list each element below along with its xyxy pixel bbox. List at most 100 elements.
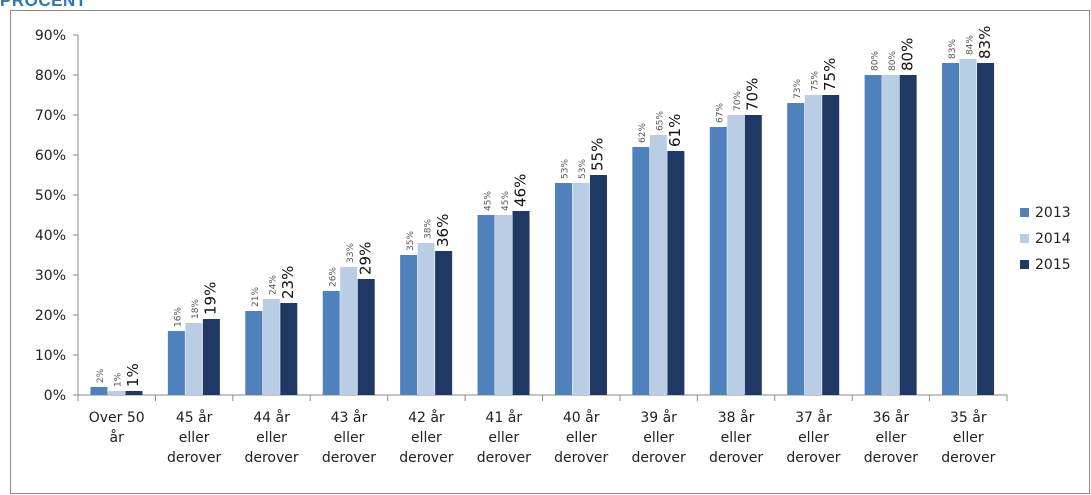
bar (340, 267, 358, 395)
bar (977, 63, 995, 395)
bar (185, 323, 203, 395)
bar (477, 215, 495, 395)
bar (632, 147, 650, 395)
x-tick-label: eller (798, 430, 829, 446)
bar (417, 243, 435, 395)
data-label: 53% (561, 159, 571, 179)
y-tick-label: 90% (35, 28, 66, 44)
bar (107, 391, 125, 395)
data-label: 80% (898, 38, 916, 71)
x-tick-label: 44 år (253, 409, 290, 426)
data-label: 70% (733, 91, 743, 111)
data-label: 61% (666, 114, 684, 147)
x-tick-label: derover (399, 450, 453, 466)
x-tick-label: 41 år (485, 409, 522, 426)
data-label: 26% (328, 267, 338, 287)
data-label: 2% (96, 368, 106, 383)
bar (245, 311, 263, 395)
x-tick-label: eller (411, 430, 442, 446)
x-tick-label: derover (167, 450, 221, 466)
y-tick-label: 70% (35, 108, 66, 124)
bar (202, 319, 220, 395)
data-label: 24% (269, 275, 279, 295)
y-tick-label: 40% (35, 228, 66, 244)
data-label: 80% (888, 51, 898, 71)
x-tick-label: 39 år (640, 409, 677, 426)
data-label: 1% (114, 372, 124, 387)
data-label: 80% (870, 51, 880, 71)
data-label: 21% (251, 287, 261, 307)
x-tick-label: eller (334, 430, 365, 446)
x-tick-label: 36 år (873, 409, 910, 426)
x-tick-label: eller (721, 430, 752, 446)
data-label: 45% (483, 191, 493, 211)
y-tick-label: 80% (35, 68, 66, 84)
data-label: 62% (638, 123, 648, 143)
x-tick-label: 38 år (718, 409, 755, 426)
bar (959, 59, 977, 395)
x-tick-label: eller (179, 430, 210, 446)
y-tick-label: 10% (35, 348, 66, 364)
bar (554, 183, 572, 395)
bar (167, 331, 185, 395)
legend-swatch (1020, 234, 1029, 243)
bar (649, 135, 667, 395)
y-tick-label: 20% (35, 308, 66, 324)
bar (495, 215, 513, 395)
legend-swatch (1020, 208, 1029, 217)
data-label: 75% (810, 71, 820, 91)
bar (322, 291, 340, 395)
data-label: 35% (406, 231, 416, 251)
data-label: 36% (434, 214, 452, 247)
bar (882, 75, 900, 395)
y-tick-label: 0% (44, 388, 66, 404)
data-label: 84% (965, 35, 975, 55)
legend-label: 2013 (1035, 205, 1071, 221)
bar (357, 279, 375, 395)
bar (709, 127, 727, 395)
data-label: 23% (279, 266, 297, 299)
bar (822, 95, 840, 395)
data-label: 45% (501, 191, 511, 211)
x-tick-label: derover (477, 450, 531, 466)
x-tick-label: 42 år (408, 409, 445, 426)
x-tick-label: eller (875, 430, 906, 446)
x-tick-label: derover (632, 450, 686, 466)
bar (727, 115, 745, 395)
x-tick-label: derover (709, 450, 763, 466)
bar (512, 211, 530, 395)
data-label: 1% (124, 363, 142, 387)
bar (899, 75, 917, 395)
data-label: 33% (346, 243, 356, 263)
data-label: 83% (948, 39, 958, 59)
data-label: 53% (578, 159, 588, 179)
data-label: 19% (202, 282, 220, 315)
x-tick-label: derover (554, 450, 608, 466)
data-label: 65% (656, 111, 666, 131)
data-label: 46% (511, 174, 529, 207)
x-tick-label: 35 år (950, 409, 987, 426)
bar (280, 303, 298, 395)
x-tick-label: 43 år (331, 409, 368, 426)
x-tick-label: 45 år (176, 409, 213, 426)
x-tick-label: 40 år (563, 409, 600, 426)
data-label: 55% (589, 138, 607, 171)
data-label: 18% (191, 299, 201, 319)
y-tick-label: 50% (35, 188, 66, 204)
data-label: 16% (174, 307, 184, 327)
x-tick-label: eller (643, 430, 674, 446)
x-tick-label: eller (488, 430, 519, 446)
bar (804, 95, 822, 395)
x-tick-label: derover (941, 450, 995, 466)
x-tick-label: eller (566, 430, 597, 446)
y-tick-label: 60% (35, 148, 66, 164)
legend-swatch (1020, 260, 1029, 269)
bar (744, 115, 762, 395)
data-label: 38% (423, 219, 433, 239)
x-tick-label: Over 50 (89, 410, 145, 426)
x-tick-label: år (110, 429, 125, 446)
x-tick-label: derover (322, 450, 376, 466)
bar (90, 387, 108, 395)
x-tick-label: eller (256, 430, 287, 446)
